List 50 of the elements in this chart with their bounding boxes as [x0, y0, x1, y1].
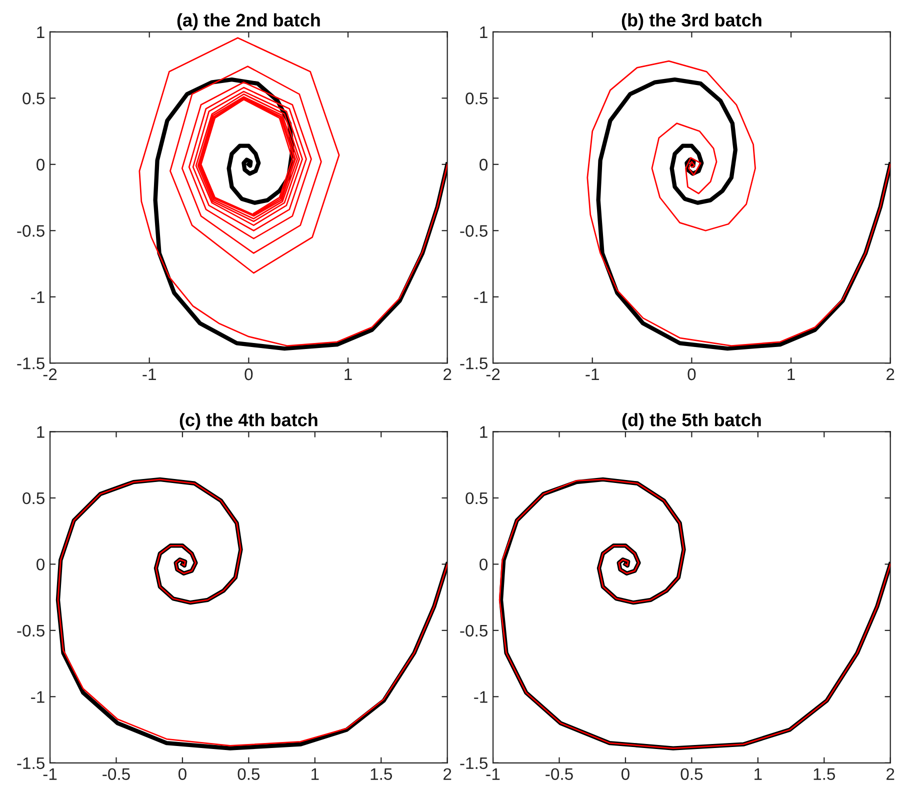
chart-title: (c) the 4th batch — [180, 413, 318, 430]
chart-title: (d) the 5th batch — [622, 413, 761, 430]
x-tick-label: 0.5 — [680, 768, 703, 780]
chart-title: (b) the 3rd batch — [622, 13, 762, 30]
x-tick-label: 1 — [312, 768, 319, 780]
y-tick-label: 0.5 — [466, 492, 488, 504]
x-tick-label: 2 — [444, 768, 452, 780]
y-tick-label: 0 — [36, 158, 45, 171]
x-tick-label: 0 — [178, 768, 186, 780]
x-tick-label: 1.5 — [814, 768, 836, 780]
y-tick-label: 0.5 — [22, 92, 44, 104]
y-tick-label: -0.5 — [460, 225, 488, 237]
y-tick-label: 0 — [480, 558, 488, 570]
y-tick-label: -1.5 — [460, 757, 488, 770]
x-tick-label: 0 — [621, 768, 630, 780]
x-tick-label: -1 — [142, 368, 156, 380]
y-tick-label: -1.5 — [17, 358, 44, 370]
x-tick-label: -0.5 — [102, 768, 130, 780]
y-tick-label: 1 — [480, 26, 488, 38]
y-tick-label: 0 — [480, 158, 488, 171]
y-tick-label: -0.5 — [17, 225, 44, 237]
y-tick-label: 0 — [36, 558, 45, 570]
x-tick-label: -0.5 — [546, 768, 573, 780]
y-tick-label: 1 — [37, 26, 44, 38]
y-tick-label: -1 — [31, 691, 44, 703]
y-tick-label: -1 — [474, 291, 488, 303]
y-tick-label: -0.5 — [460, 624, 488, 637]
y-tick-label: -1 — [474, 691, 488, 703]
y-tick-label: 1 — [37, 426, 44, 438]
y-tick-label: -1.5 — [17, 757, 44, 770]
x-tick-label: 1.5 — [370, 768, 392, 780]
x-tick-label: 2 — [886, 768, 894, 780]
x-tick-label: 2 — [444, 368, 452, 380]
y-tick-label: -1 — [31, 291, 44, 303]
x-tick-label: 0 — [688, 368, 696, 380]
x-tick-label: 1 — [788, 368, 795, 380]
y-tick-label: -1.5 — [460, 358, 488, 370]
y-tick-label: 0.5 — [466, 92, 488, 104]
x-tick-label: 0.5 — [238, 768, 260, 780]
x-tick-label: -1 — [586, 368, 599, 380]
y-tick-label: 1 — [480, 426, 488, 438]
x-tick-label: 0 — [244, 368, 253, 380]
x-tick-label: 1 — [344, 368, 352, 380]
x-tick-label: 1 — [754, 768, 762, 780]
y-tick-label: -0.5 — [17, 624, 44, 637]
x-tick-label: -2 — [486, 368, 500, 380]
chart-title: (a) the 2nd batch — [177, 13, 320, 30]
x-tick-label: -2 — [43, 368, 57, 380]
y-tick-label: 0.5 — [22, 492, 44, 504]
x-tick-label: 2 — [886, 368, 894, 380]
